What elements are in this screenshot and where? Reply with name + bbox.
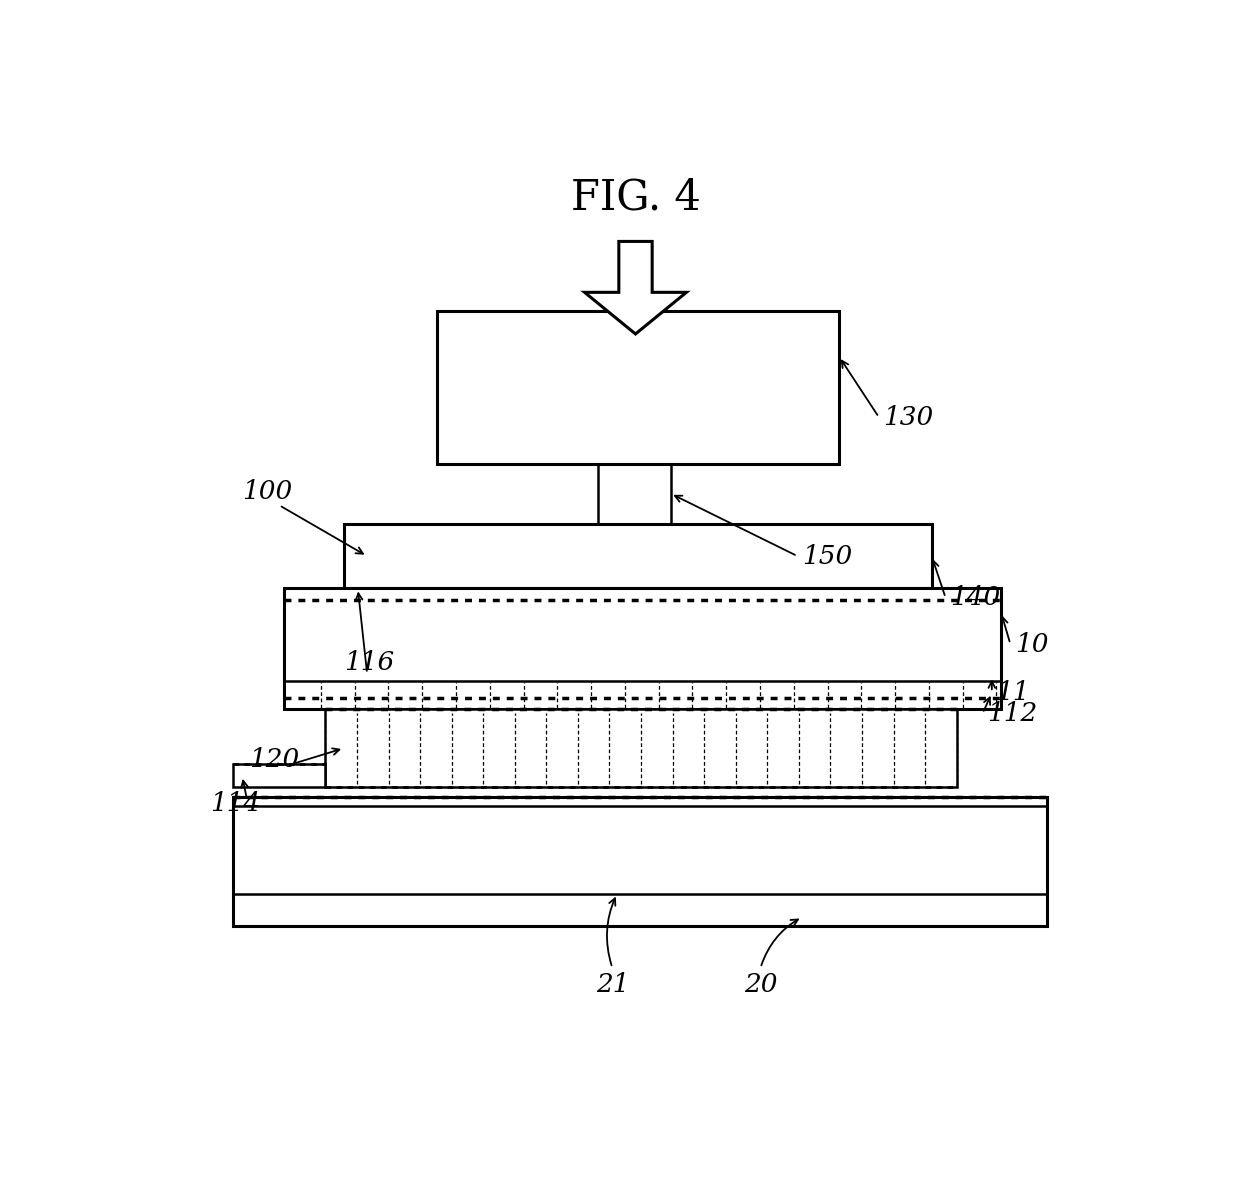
- Text: 21: 21: [595, 972, 629, 998]
- Bar: [436, 311, 839, 464]
- Bar: [343, 524, 931, 589]
- Text: 150: 150: [802, 543, 852, 569]
- Polygon shape: [584, 242, 687, 334]
- Text: 100: 100: [242, 478, 293, 504]
- Text: 130: 130: [884, 405, 934, 430]
- Text: 114: 114: [210, 791, 260, 816]
- Bar: [233, 764, 325, 787]
- Text: 120: 120: [249, 748, 300, 772]
- Text: 140: 140: [950, 585, 1001, 611]
- Bar: [284, 589, 1001, 709]
- Text: FIG. 4: FIG. 4: [570, 177, 701, 219]
- Bar: [233, 797, 1048, 927]
- Text: 116: 116: [343, 650, 394, 676]
- Bar: [325, 709, 957, 787]
- Text: 112: 112: [987, 701, 1038, 726]
- Text: 10: 10: [1016, 631, 1049, 656]
- Text: 11: 11: [997, 679, 1030, 704]
- Text: 20: 20: [744, 972, 777, 998]
